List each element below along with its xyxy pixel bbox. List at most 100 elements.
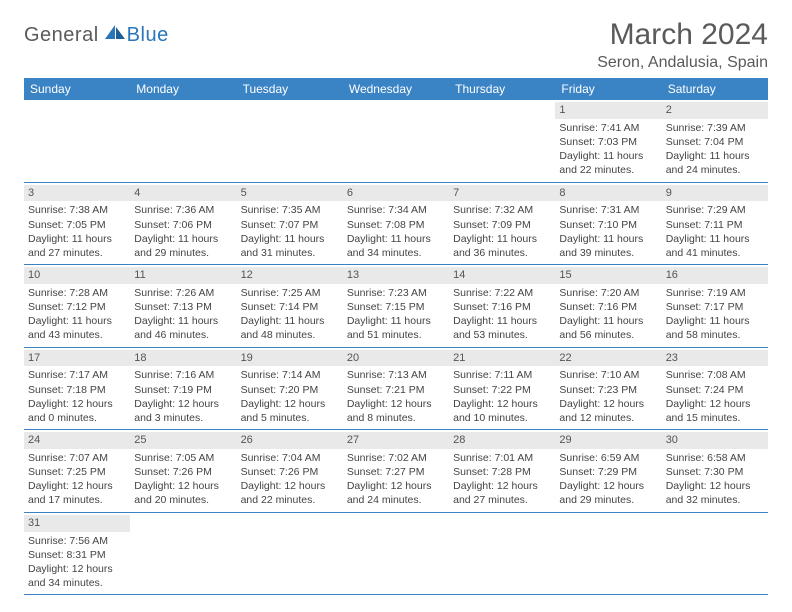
daylight-line-1: Daylight: 12 hours bbox=[241, 479, 339, 493]
calendar-day: 5Sunrise: 7:35 AMSunset: 7:07 PMDaylight… bbox=[237, 183, 343, 265]
calendar-week-row: 1Sunrise: 7:41 AMSunset: 7:03 PMDaylight… bbox=[24, 100, 768, 183]
day-number: 21 bbox=[449, 350, 555, 367]
daylight-line-2: and 48 minutes. bbox=[241, 328, 339, 342]
sunset-line: Sunset: 7:09 PM bbox=[453, 218, 551, 232]
sunrise-line: Sunrise: 7:22 AM bbox=[453, 286, 551, 300]
daylight-line-2: and 39 minutes. bbox=[559, 246, 657, 260]
calendar-day-empty bbox=[237, 100, 343, 182]
calendar-day: 31Sunrise: 7:56 AMSunset: 8:31 PMDayligh… bbox=[24, 513, 130, 595]
calendar-body: 1Sunrise: 7:41 AMSunset: 7:03 PMDaylight… bbox=[24, 100, 768, 595]
sunrise-line: Sunrise: 6:58 AM bbox=[666, 451, 764, 465]
sunset-line: Sunset: 7:16 PM bbox=[453, 300, 551, 314]
calendar-day: 8Sunrise: 7:31 AMSunset: 7:10 PMDaylight… bbox=[555, 183, 661, 265]
calendar-day: 29Sunrise: 6:59 AMSunset: 7:29 PMDayligh… bbox=[555, 430, 661, 512]
daylight-line-1: Daylight: 11 hours bbox=[347, 314, 445, 328]
daylight-line-2: and 27 minutes. bbox=[28, 246, 126, 260]
calendar-day: 16Sunrise: 7:19 AMSunset: 7:17 PMDayligh… bbox=[662, 265, 768, 347]
daylight-line-1: Daylight: 11 hours bbox=[666, 314, 764, 328]
sunset-line: Sunset: 7:03 PM bbox=[559, 135, 657, 149]
daylight-line-1: Daylight: 11 hours bbox=[241, 314, 339, 328]
calendar-day: 13Sunrise: 7:23 AMSunset: 7:15 PMDayligh… bbox=[343, 265, 449, 347]
daylight-line-2: and 0 minutes. bbox=[28, 411, 126, 425]
calendar-week-row: 31Sunrise: 7:56 AMSunset: 8:31 PMDayligh… bbox=[24, 513, 768, 596]
calendar-day: 15Sunrise: 7:20 AMSunset: 7:16 PMDayligh… bbox=[555, 265, 661, 347]
calendar-day: 22Sunrise: 7:10 AMSunset: 7:23 PMDayligh… bbox=[555, 348, 661, 430]
daylight-line-2: and 58 minutes. bbox=[666, 328, 764, 342]
sunrise-line: Sunrise: 7:35 AM bbox=[241, 203, 339, 217]
calendar-day: 1Sunrise: 7:41 AMSunset: 7:03 PMDaylight… bbox=[555, 100, 661, 182]
day-number: 19 bbox=[237, 350, 343, 367]
sunset-line: Sunset: 7:17 PM bbox=[666, 300, 764, 314]
calendar-day: 2Sunrise: 7:39 AMSunset: 7:04 PMDaylight… bbox=[662, 100, 768, 182]
day-number: 13 bbox=[343, 267, 449, 284]
logo-text-blue: Blue bbox=[127, 24, 169, 47]
page-title: March 2024 bbox=[597, 18, 768, 52]
calendar-day: 17Sunrise: 7:17 AMSunset: 7:18 PMDayligh… bbox=[24, 348, 130, 430]
calendar-day: 6Sunrise: 7:34 AMSunset: 7:08 PMDaylight… bbox=[343, 183, 449, 265]
daylight-line-1: Daylight: 11 hours bbox=[241, 232, 339, 246]
sunset-line: Sunset: 7:05 PM bbox=[28, 218, 126, 232]
calendar-day: 14Sunrise: 7:22 AMSunset: 7:16 PMDayligh… bbox=[449, 265, 555, 347]
day-number: 10 bbox=[24, 267, 130, 284]
calendar-day: 23Sunrise: 7:08 AMSunset: 7:24 PMDayligh… bbox=[662, 348, 768, 430]
daylight-line-1: Daylight: 12 hours bbox=[28, 562, 126, 576]
sunset-line: Sunset: 7:18 PM bbox=[28, 383, 126, 397]
daylight-line-2: and 56 minutes. bbox=[559, 328, 657, 342]
sunset-line: Sunset: 7:26 PM bbox=[241, 465, 339, 479]
sunrise-line: Sunrise: 7:01 AM bbox=[453, 451, 551, 465]
sunset-line: Sunset: 7:04 PM bbox=[666, 135, 764, 149]
calendar-day: 30Sunrise: 6:58 AMSunset: 7:30 PMDayligh… bbox=[662, 430, 768, 512]
sunrise-line: Sunrise: 7:17 AM bbox=[28, 368, 126, 382]
daylight-line-2: and 46 minutes. bbox=[134, 328, 232, 342]
sunset-line: Sunset: 7:28 PM bbox=[453, 465, 551, 479]
sunset-line: Sunset: 7:29 PM bbox=[559, 465, 657, 479]
daylight-line-2: and 32 minutes. bbox=[666, 493, 764, 507]
daylight-line-2: and 17 minutes. bbox=[28, 493, 126, 507]
daylight-line-1: Daylight: 12 hours bbox=[666, 397, 764, 411]
weekday-label: Monday bbox=[130, 78, 236, 100]
daylight-line-2: and 27 minutes. bbox=[453, 493, 551, 507]
sunrise-line: Sunrise: 7:10 AM bbox=[559, 368, 657, 382]
calendar-day: 19Sunrise: 7:14 AMSunset: 7:20 PMDayligh… bbox=[237, 348, 343, 430]
calendar-day: 18Sunrise: 7:16 AMSunset: 7:19 PMDayligh… bbox=[130, 348, 236, 430]
location-subtitle: Seron, Andalusia, Spain bbox=[597, 54, 768, 72]
sunrise-line: Sunrise: 7:23 AM bbox=[347, 286, 445, 300]
day-number: 14 bbox=[449, 267, 555, 284]
calendar-day-empty bbox=[343, 513, 449, 595]
sunrise-line: Sunrise: 7:32 AM bbox=[453, 203, 551, 217]
sunrise-line: Sunrise: 7:20 AM bbox=[559, 286, 657, 300]
sunrise-line: Sunrise: 6:59 AM bbox=[559, 451, 657, 465]
daylight-line-1: Daylight: 11 hours bbox=[559, 314, 657, 328]
sunset-line: Sunset: 7:27 PM bbox=[347, 465, 445, 479]
daylight-line-2: and 29 minutes. bbox=[134, 246, 232, 260]
calendar-day: 21Sunrise: 7:11 AMSunset: 7:22 PMDayligh… bbox=[449, 348, 555, 430]
calendar-day-empty bbox=[130, 513, 236, 595]
day-number: 29 bbox=[555, 432, 661, 449]
calendar-day: 25Sunrise: 7:05 AMSunset: 7:26 PMDayligh… bbox=[130, 430, 236, 512]
calendar-day: 24Sunrise: 7:07 AMSunset: 7:25 PMDayligh… bbox=[24, 430, 130, 512]
logo: General Blue bbox=[24, 18, 169, 47]
daylight-line-2: and 24 minutes. bbox=[347, 493, 445, 507]
daylight-line-1: Daylight: 11 hours bbox=[134, 232, 232, 246]
daylight-line-2: and 29 minutes. bbox=[559, 493, 657, 507]
calendar-day: 3Sunrise: 7:38 AMSunset: 7:05 PMDaylight… bbox=[24, 183, 130, 265]
sunset-line: Sunset: 8:31 PM bbox=[28, 548, 126, 562]
sunset-line: Sunset: 7:20 PM bbox=[241, 383, 339, 397]
sunset-line: Sunset: 7:16 PM bbox=[559, 300, 657, 314]
header: General Blue March 2024 Seron, Andalusia… bbox=[24, 18, 768, 72]
calendar-week-row: 24Sunrise: 7:07 AMSunset: 7:25 PMDayligh… bbox=[24, 430, 768, 513]
day-number: 5 bbox=[237, 185, 343, 202]
calendar-week-row: 17Sunrise: 7:17 AMSunset: 7:18 PMDayligh… bbox=[24, 348, 768, 431]
day-number: 3 bbox=[24, 185, 130, 202]
calendar-day: 20Sunrise: 7:13 AMSunset: 7:21 PMDayligh… bbox=[343, 348, 449, 430]
sunrise-line: Sunrise: 7:36 AM bbox=[134, 203, 232, 217]
day-number: 27 bbox=[343, 432, 449, 449]
weekday-label: Sunday bbox=[24, 78, 130, 100]
daylight-line-2: and 51 minutes. bbox=[347, 328, 445, 342]
daylight-line-2: and 10 minutes. bbox=[453, 411, 551, 425]
daylight-line-2: and 34 minutes. bbox=[347, 246, 445, 260]
day-number: 30 bbox=[662, 432, 768, 449]
calendar-day: 11Sunrise: 7:26 AMSunset: 7:13 PMDayligh… bbox=[130, 265, 236, 347]
calendar-day: 12Sunrise: 7:25 AMSunset: 7:14 PMDayligh… bbox=[237, 265, 343, 347]
sunrise-line: Sunrise: 7:25 AM bbox=[241, 286, 339, 300]
